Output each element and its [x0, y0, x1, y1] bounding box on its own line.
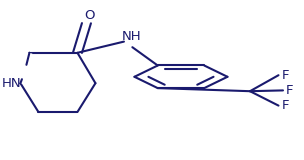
Text: HN: HN — [2, 77, 21, 90]
Text: F: F — [281, 69, 289, 82]
Text: F: F — [286, 84, 293, 97]
Text: O: O — [84, 9, 95, 22]
Text: F: F — [281, 99, 289, 112]
Text: NH: NH — [122, 29, 141, 43]
